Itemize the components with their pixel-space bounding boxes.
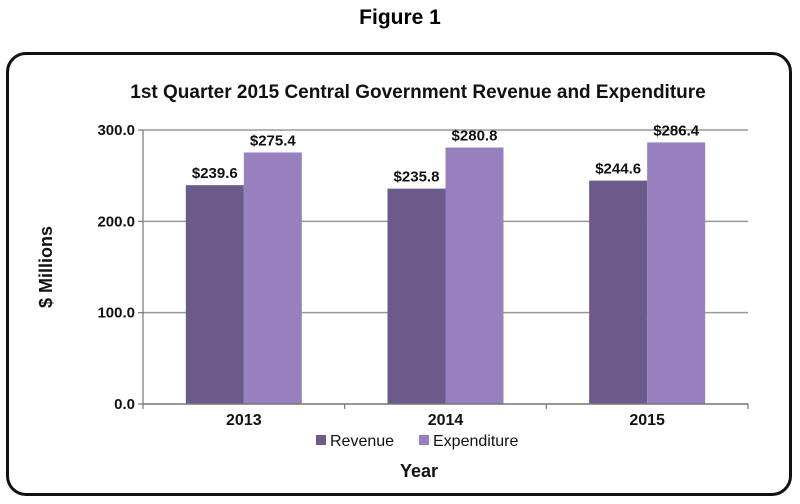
x-tick-label-2015: 2015 bbox=[629, 412, 665, 429]
data-label-revenue-2013: $239.6 bbox=[192, 165, 238, 182]
y-tick-label: 100.0 bbox=[97, 305, 135, 322]
bar-revenue-2014 bbox=[387, 188, 446, 404]
chart-title: 1st Quarter 2015 Central Government Reve… bbox=[130, 82, 705, 103]
legend-swatch-expenditure bbox=[419, 435, 429, 445]
y-tick-labels: 0.0 100.0 200.0 300.0 bbox=[97, 122, 135, 413]
legend-label-revenue: Revenue bbox=[330, 433, 394, 450]
data-labels: $239.6 $275.4 $235.8 $280.8 $244.6 $286.4 bbox=[192, 122, 700, 185]
legend: Revenue Expenditure bbox=[316, 433, 518, 450]
data-label-expenditure-2013: $275.4 bbox=[250, 132, 297, 149]
y-tick-label: 0.0 bbox=[114, 396, 135, 413]
bars bbox=[185, 142, 706, 404]
bar-revenue-2013 bbox=[185, 185, 244, 404]
y-axis-label: $ Millions bbox=[36, 226, 56, 308]
y-tick-label: 300.0 bbox=[97, 122, 135, 139]
data-label-expenditure-2014: $280.8 bbox=[452, 128, 498, 145]
y-tick-label: 200.0 bbox=[97, 213, 135, 230]
x-tick-label-2013: 2013 bbox=[226, 412, 262, 429]
legend-swatch-revenue bbox=[316, 435, 326, 445]
bar-revenue-2015 bbox=[589, 180, 648, 404]
data-label-revenue-2015: $244.6 bbox=[595, 161, 641, 178]
data-label-revenue-2014: $235.8 bbox=[394, 169, 440, 186]
x-tick-label-2014: 2014 bbox=[428, 412, 464, 429]
bar-expenditure-2015 bbox=[647, 142, 706, 404]
x-axis-label: Year bbox=[400, 461, 438, 481]
x-axis: 2013 2014 2015 bbox=[142, 403, 749, 429]
bar-expenditure-2014 bbox=[445, 147, 504, 404]
figure-label: Figure 1 bbox=[359, 6, 441, 29]
legend-label-expenditure: Expenditure bbox=[433, 433, 518, 450]
data-label-expenditure-2015: $286.4 bbox=[653, 122, 700, 139]
bar-expenditure-2013 bbox=[243, 152, 302, 404]
